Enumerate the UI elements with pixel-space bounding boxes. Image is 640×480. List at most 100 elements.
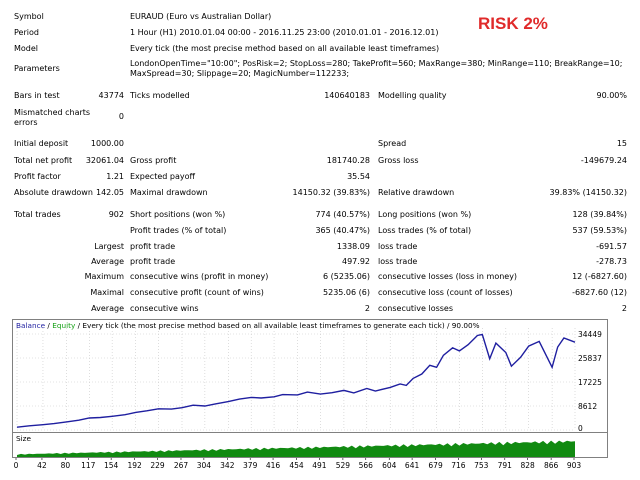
max-consec-losses-value: 12 (-6827.60)	[572, 272, 627, 281]
x-axis: 0 42 80 117 154 192 229 267 304 342 379 416 454 491 52…	[14, 458, 582, 470]
maximal-consec-profit-label: consecutive profit (count of wins)	[130, 288, 264, 297]
maximal-drawdown-label: Maximal drawdown	[130, 188, 208, 197]
largest-loss-label: loss trade	[378, 242, 418, 251]
x-tick-label: 641	[405, 461, 420, 470]
initial-deposit-label: Initial deposit	[14, 139, 69, 148]
legend-description: / Every tick (the most precise method ba…	[75, 321, 480, 330]
gross-profit-value: 181740.28	[326, 156, 370, 165]
x-tick-label: 267	[174, 461, 189, 470]
parameters-line-1: LondonOpenTime="10:00"; PosRisk=2; StopL…	[130, 59, 623, 68]
avg-consec-losses-label: consecutive losses	[378, 304, 454, 313]
y-tick-label: 34449	[578, 330, 602, 339]
expected-payoff-label: Expected payoff	[130, 172, 195, 181]
quality-label: Modelling quality	[378, 91, 447, 100]
x-tick-label: 716	[451, 461, 466, 470]
x-tick-label: 0	[14, 461, 19, 470]
model-label: Model	[14, 44, 39, 53]
parameters-line-2: MaxSpread=30; Slippage=20; MagicNumber=1…	[130, 69, 350, 78]
x-tick-label: 828	[520, 461, 535, 470]
short-positions-value: 774 (40.57%)	[315, 210, 370, 219]
maximal-consec-loss-value: -6827.60 (12)	[572, 288, 627, 297]
average-loss-label: loss trade	[378, 257, 418, 266]
initial-deposit-value: 1000.00	[90, 139, 124, 148]
profit-trades-label: Profit trades (% of total)	[130, 226, 227, 235]
x-tick-label: 117	[81, 461, 96, 470]
x-tick-label: 342	[220, 461, 235, 470]
relative-drawdown-label: Relative drawdown	[378, 188, 455, 197]
largest-prefix: Largest	[94, 242, 124, 251]
average-profit-label: profit trade	[130, 257, 176, 266]
largest-profit-value: 1338.09	[336, 242, 370, 251]
x-tick-label: 679	[428, 461, 443, 470]
max-consec-wins-value: 6 (5235.06)	[323, 272, 370, 281]
x-tick-label: 192	[127, 461, 142, 470]
absolute-drawdown-value: 142.05	[96, 188, 124, 197]
y-tick-label: 17225	[578, 378, 602, 387]
gross-loss-label: Gross loss	[378, 156, 419, 165]
maximal-consec-loss-label: consecutive loss (count of losses)	[378, 288, 513, 297]
total-trades-label: Total trades	[14, 210, 61, 219]
volume-chart: Size	[12, 432, 608, 458]
volume-area	[17, 440, 575, 457]
net-profit-value: 32061.04	[85, 156, 124, 165]
risk-label: RISK 2%	[478, 14, 548, 33]
x-tick-label: 304	[197, 461, 212, 470]
volume-label: Size	[16, 434, 31, 443]
average-prefix: Average	[91, 257, 124, 266]
gross-profit-label: Gross profit	[130, 156, 177, 165]
short-positions-label: Short positions (won %)	[130, 210, 226, 219]
loss-trades-label: Loss trades (% of total)	[378, 226, 472, 235]
absolute-drawdown-label: Absolute drawdown	[14, 188, 93, 197]
x-tick-label: 80	[61, 461, 71, 470]
period-value: 1 Hour (H1) 2010.01.04 00:00 - 2016.11.2…	[130, 28, 439, 37]
spread-value: 15	[616, 139, 627, 148]
bars-label: Bars in test	[14, 91, 60, 100]
symbol-label: Symbol	[14, 12, 44, 21]
mismatched-label-1: Mismatched charts	[14, 108, 91, 117]
spread-label: Spread	[378, 139, 407, 148]
mismatched-value: 0	[118, 112, 124, 121]
y-tick-label: 0	[578, 424, 583, 432]
maximal-consec-profit-value: 5235.06 (6)	[323, 288, 370, 297]
y-tick-label: 8612	[578, 402, 597, 411]
x-tick-label: 604	[382, 461, 397, 470]
chart-plot: 34449 25837 17225 8612 0	[16, 328, 602, 432]
bars-value: 43774	[98, 91, 124, 100]
mismatched-label-2: errors	[14, 118, 38, 127]
x-tick-label: 379	[243, 461, 258, 470]
profit-trades-value: 365 (40.47%)	[315, 226, 370, 235]
symbol-value: EURAUD (Euro vs Australian Dollar)	[130, 12, 272, 21]
x-tick-label: 866	[544, 461, 559, 470]
net-profit-label: Total net profit	[14, 156, 73, 165]
average-consec-prefix: Average	[91, 304, 124, 313]
max-consec-wins-label: consecutive wins (profit in money)	[130, 272, 269, 281]
profit-factor-value: 1.21	[106, 172, 124, 181]
gross-loss-value: -149679.24	[580, 156, 627, 165]
average-loss-value: -278.73	[596, 257, 627, 266]
x-tick-label: 491	[312, 461, 327, 470]
maximal-drawdown-value: 14150.32 (39.83%)	[292, 188, 370, 197]
loss-trades-value: 537 (59.53%)	[572, 226, 627, 235]
legend-balance: Balance	[16, 321, 46, 330]
profit-factor-label: Profit factor	[14, 172, 61, 181]
x-tick-label: 154	[104, 461, 119, 470]
balance-line	[16, 333, 576, 428]
ticks-label: Ticks modelled	[130, 91, 190, 100]
y-tick-label: 25837	[578, 354, 602, 363]
volume-plot	[17, 440, 575, 457]
x-tick-label: 753	[474, 461, 489, 470]
relative-drawdown-value: 39.83% (14150.32)	[549, 188, 627, 197]
x-tick-label: 42	[37, 461, 47, 470]
legend-equity: Equity	[52, 321, 76, 330]
avg-consec-wins-value: 2	[364, 304, 370, 313]
balance-chart: Balance / Equity / Every tick (the most …	[12, 319, 608, 433]
period-label: Period	[14, 28, 39, 37]
ticks-value: 140640183	[324, 91, 370, 100]
x-tick-label: 903	[567, 461, 582, 470]
x-tick-label: 229	[150, 461, 165, 470]
maximal-prefix: Maximal	[90, 288, 124, 297]
quality-value: 90.00%	[596, 91, 627, 100]
avg-consec-wins-label: consecutive wins	[130, 304, 199, 313]
largest-loss-value: -691.57	[596, 242, 627, 251]
chart-legend: Balance / Equity / Every tick (the most …	[16, 321, 480, 330]
